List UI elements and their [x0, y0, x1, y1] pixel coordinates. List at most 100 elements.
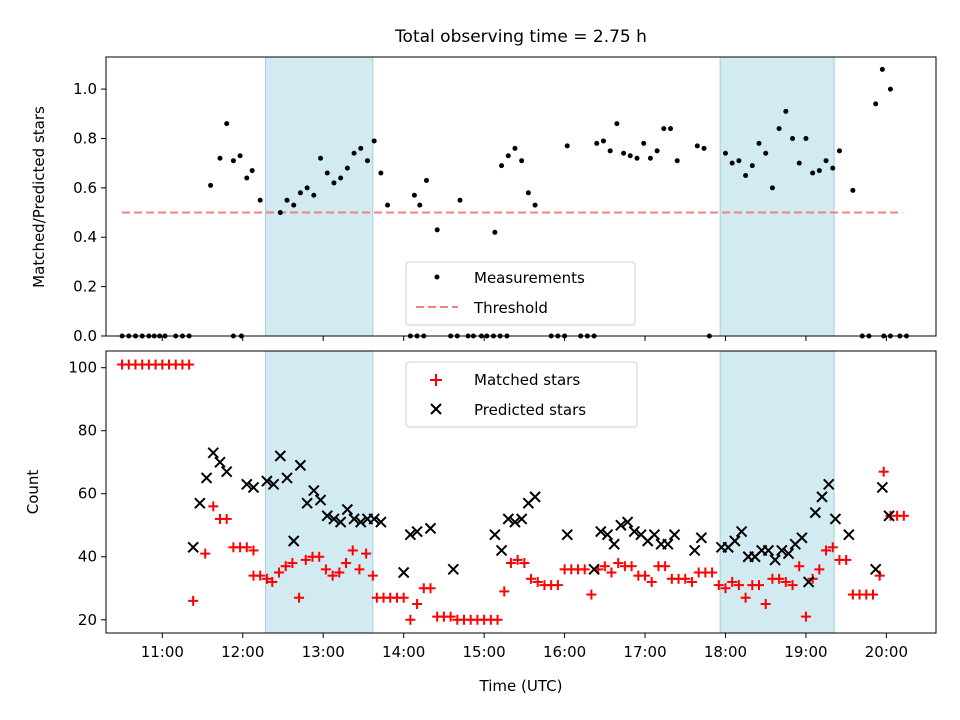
matched-stars-point	[646, 576, 657, 587]
predicted-stars-point	[509, 516, 521, 528]
predicted-stars-point	[796, 532, 808, 544]
predicted-stars-point	[802, 576, 815, 588]
predicted-stars-point	[267, 478, 280, 490]
measurements-point	[873, 101, 879, 107]
measurements-point	[647, 155, 653, 161]
matched-stars-point	[347, 545, 358, 556]
measurements-point	[434, 227, 440, 233]
measurements-point	[492, 229, 498, 235]
matched-stars-point	[425, 583, 436, 594]
measurements-point	[600, 138, 606, 144]
measurements-point	[803, 135, 809, 141]
measurements-point	[701, 145, 707, 151]
top-panel-matched-predicted-ratio: 0.0 0.2 0.4 0.6 0.8 1.0 Matched/Predicted sta…	[30, 56, 937, 345]
x-tick-label: 20:00	[865, 643, 908, 661]
measurements-point	[519, 158, 525, 164]
predicted-stars-point	[321, 510, 333, 522]
measurements-point	[796, 160, 802, 166]
predicted-stars-point	[762, 544, 775, 557]
measurements-point	[505, 153, 511, 159]
matched-stars-point	[740, 592, 751, 603]
predicted-stars-point	[662, 538, 674, 550]
predicted-stars-point	[588, 563, 600, 576]
measurements-point	[621, 150, 627, 156]
predicted-stars-point	[194, 497, 206, 509]
x-axis-label: Time (UTC)	[479, 677, 563, 695]
matched-stars-point	[686, 576, 697, 587]
matched-stars-point	[512, 554, 523, 565]
measurements-point	[457, 197, 463, 203]
predicted-stars-point	[397, 566, 410, 579]
measurements-point	[729, 160, 735, 166]
matched-stars-point	[640, 570, 651, 581]
matched-stars-point	[314, 551, 325, 562]
predicted-stars-point	[328, 513, 340, 525]
measurements-point	[641, 140, 647, 146]
matched-stars-point	[579, 564, 590, 575]
predicted-stars-point	[355, 516, 367, 528]
shaded-interval-1	[265, 56, 374, 337]
bottom-y-axis-ticks: 20 40 60 80 100	[68, 359, 106, 629]
y-tick-label: 0.6	[73, 179, 97, 197]
predicted-stars-point	[688, 544, 701, 557]
measurements-point	[823, 158, 829, 164]
matched-stars-point	[273, 567, 284, 578]
matched-stars-point	[552, 580, 563, 591]
predicted-stars-point	[247, 481, 260, 494]
matched-stars-point	[787, 580, 798, 591]
measurements-point	[776, 126, 782, 132]
predicted-stars-point	[348, 513, 360, 525]
matched-stars-point	[519, 558, 530, 569]
measurements-point	[668, 126, 674, 132]
predicted-stars-point	[561, 528, 573, 541]
measurements-point	[763, 150, 769, 156]
predicted-stars-point	[424, 522, 437, 535]
top-plot-frame	[105, 56, 937, 337]
predicted-stars-point	[220, 465, 233, 478]
measurements-point	[756, 140, 762, 146]
measurements-point	[224, 121, 230, 127]
matched-stars-point	[606, 567, 617, 578]
matched-stars-point	[814, 564, 825, 575]
predicted-stars-point	[769, 554, 781, 566]
matched-stars-point	[327, 570, 338, 581]
predicted-stars-point	[502, 513, 514, 525]
measurements-point	[525, 190, 531, 196]
top-y-axis-label: Matched/Predicted stars	[30, 106, 48, 288]
predicted-stars-point	[301, 497, 313, 509]
bottom-x-axis-ticks: 11:00 12:00 13:00 14:00 15:00 16:00 17:00 18:00…	[141, 633, 908, 661]
matched-stars-point	[405, 614, 416, 625]
measurements-point	[338, 175, 344, 181]
predicted-stars-point	[314, 494, 327, 506]
measurements-point	[230, 158, 236, 164]
matched-stars-point	[499, 586, 510, 597]
measurements-point	[217, 155, 223, 161]
matched-stars-point	[821, 545, 832, 556]
measurements-point	[244, 175, 250, 181]
matched-stars-point	[341, 558, 352, 569]
matched-stars-point	[532, 576, 543, 587]
matched-stars-point	[800, 611, 811, 622]
matched-stars-point	[248, 545, 259, 556]
matched-stars-point	[898, 510, 909, 521]
legend-threshold-label: Threshold	[473, 299, 548, 317]
predicted-stars-point	[207, 447, 219, 459]
matched-stars-point	[208, 501, 219, 512]
predicted-stars-point	[843, 528, 855, 541]
matched-stars-point	[255, 570, 266, 581]
predicted-stars-point	[261, 475, 273, 487]
matched-stars-point	[188, 595, 199, 606]
predicted-stars-point	[883, 510, 895, 522]
top-shaded-intervals	[265, 56, 835, 337]
count-points	[117, 359, 909, 625]
predicted-stars-point	[876, 481, 889, 494]
predicted-stars-point	[729, 535, 741, 547]
bottom-legend: Matched stars Predicted stars	[405, 361, 638, 428]
matched-stars-point	[200, 548, 211, 559]
matched-stars-point	[261, 573, 272, 584]
legend-predicted-label: Predicted stars	[474, 401, 586, 419]
predicted-stars-point	[776, 544, 788, 557]
measurements-point	[385, 202, 391, 208]
matched-stars-point	[412, 599, 423, 610]
matched-stars-point	[300, 554, 311, 565]
